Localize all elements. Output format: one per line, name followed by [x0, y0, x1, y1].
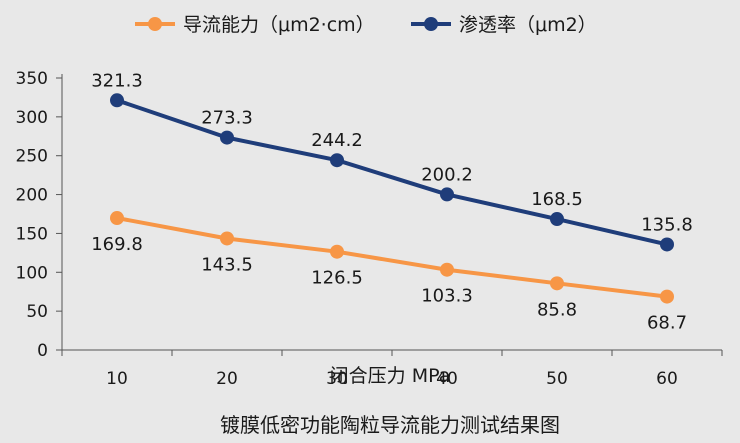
data-point — [550, 276, 564, 291]
series-line — [116, 216, 668, 299]
data-point — [330, 153, 344, 168]
legend-item-series-1: 渗透率（μm2） — [411, 14, 597, 36]
data-label: 143.5 — [201, 254, 253, 275]
series-0: 169.8 143.5 126.5 103.3 85.8 68.7 — [91, 211, 687, 334]
data-label: 273.3 — [201, 108, 253, 129]
data-label: 244.2 — [311, 130, 363, 151]
y-tick-label: 350 — [16, 69, 48, 89]
data-label: 103.3 — [421, 286, 473, 307]
x-tick-label: 50 — [546, 369, 568, 389]
x-tick-label: 30 — [326, 369, 348, 389]
data-label: 135.8 — [641, 214, 693, 235]
y-tick-label: 150 — [16, 224, 48, 244]
data-label: 85.8 — [537, 299, 577, 320]
x-tick-label: 10 — [106, 369, 128, 389]
data-label: 68.7 — [647, 313, 687, 334]
legend-marker — [424, 17, 438, 31]
legend-label: 导流能力（μm2·cm） — [183, 14, 375, 36]
y-tick-label: 0 — [37, 341, 48, 361]
x-tick-label: 20 — [216, 369, 238, 389]
axes: 0 50 100 150 200 250 300 350 10 20 30 40 50 60 — [16, 69, 723, 389]
x-axis-title: 闭合压力 MPa — [330, 365, 451, 387]
series-line — [116, 98, 668, 247]
legend-label: 渗透率（μm2） — [459, 14, 597, 36]
x-tick-label: 60 — [656, 369, 678, 389]
data-point — [660, 237, 674, 252]
y-tick-label: 300 — [16, 108, 48, 128]
chart-title: 镀膜低密功能陶粒导流能力测试结果图 — [220, 413, 560, 437]
data-point — [660, 289, 674, 304]
data-label: 168.5 — [531, 189, 583, 210]
data-point — [110, 211, 124, 226]
data-point — [220, 130, 234, 145]
data-label: 169.8 — [91, 234, 143, 255]
data-point — [330, 244, 344, 259]
data-point — [110, 93, 124, 108]
data-point — [550, 212, 564, 227]
data-point — [440, 262, 454, 277]
x-tick-label: 40 — [436, 369, 458, 389]
y-tick-label: 100 — [16, 263, 48, 283]
y-tick-label: 50 — [26, 302, 48, 322]
legend: 导流能力（μm2·cm） 渗透率（μm2） — [135, 14, 597, 36]
legend-item-series-0: 导流能力（μm2·cm） — [135, 14, 375, 36]
data-label: 126.5 — [311, 268, 363, 289]
series-1: 321.3 273.3 244.2 200.2 168.5 135.8 — [91, 70, 693, 252]
legend-marker — [148, 17, 162, 31]
y-tick-label: 200 — [16, 186, 48, 206]
y-tick-label: 250 — [16, 147, 48, 167]
data-point — [220, 231, 234, 246]
data-label: 200.2 — [421, 164, 473, 185]
plot-area: 169.8 143.5 126.5 103.3 85.8 68.7 321.3 273.3 24… — [91, 70, 693, 333]
data-point — [440, 187, 454, 202]
data-label: 321.3 — [91, 70, 143, 91]
